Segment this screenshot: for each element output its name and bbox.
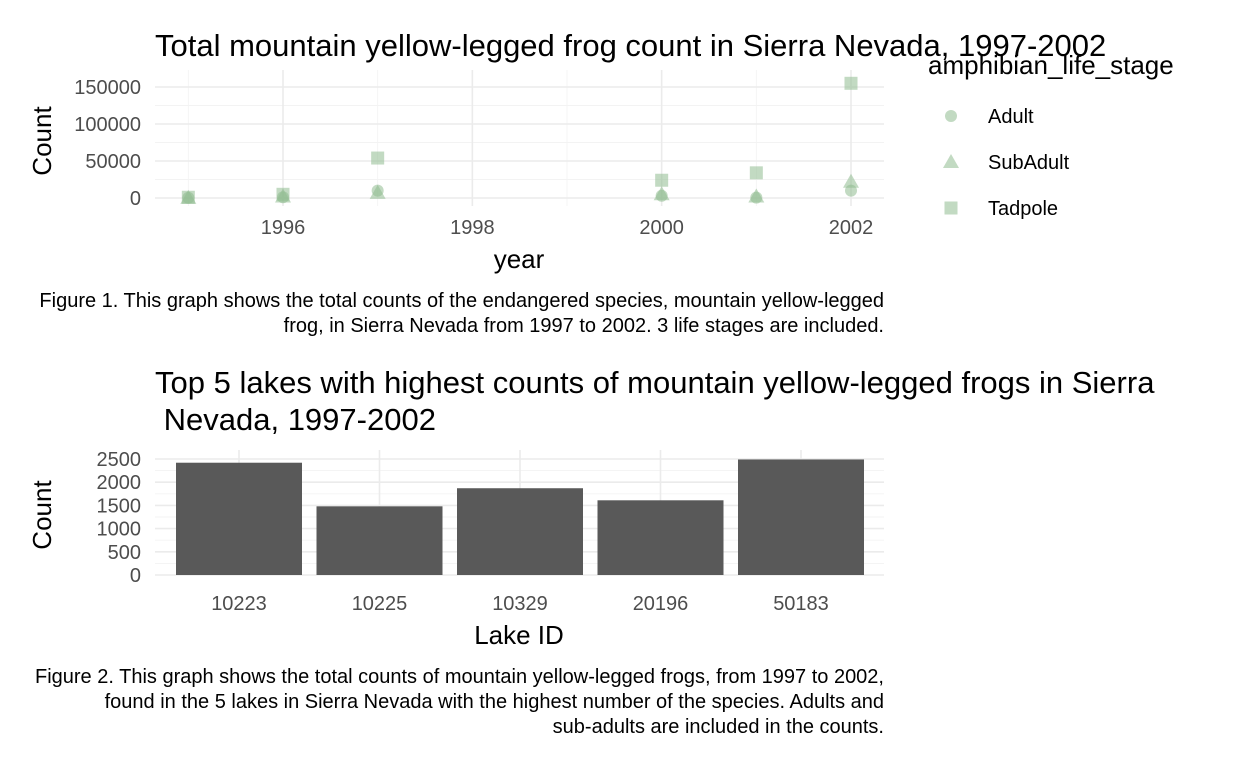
chart2-x-ticks: 10223 10225 10329 20196 50183 xyxy=(211,593,829,615)
chart2-x-tick-label: 20196 xyxy=(633,593,689,615)
legend-key-subadult xyxy=(943,154,959,168)
data-point-tadpole xyxy=(181,190,195,204)
chart2-caption: Figure 2. This graph shows the total cou… xyxy=(35,666,884,738)
bar-lake-10223 xyxy=(176,462,302,575)
chart1-x-tick-label: 1998 xyxy=(450,217,495,239)
chart1-caption-line: Figure 1. This graph shows the total cou… xyxy=(39,290,884,312)
chart1-x-axis-title: year xyxy=(494,244,545,274)
chart1-y-axis-title: Count xyxy=(27,106,57,176)
data-point-tadpole xyxy=(844,76,858,90)
chart2-x-axis-title: Lake ID xyxy=(474,620,564,650)
chart2-x-tick-label: 10225 xyxy=(352,593,408,615)
top-lakes-bar-chart: Top 5 lakes with highest counts of mount… xyxy=(27,365,1155,738)
chart1-caption-line: frog, in Sierra Nevada from 1997 to 2002… xyxy=(284,315,884,337)
frog-count-scatter-chart: Total mountain yellow-legged frog count … xyxy=(27,28,1174,337)
chart2-y-tick-label: 2500 xyxy=(97,449,142,471)
chart2-x-tick-label: 10223 xyxy=(211,593,267,615)
chart1-y-ticks: 0 50000 100000 150000 xyxy=(74,77,141,210)
data-point-subadult xyxy=(843,173,859,188)
chart2-y-tick-label: 1500 xyxy=(97,495,142,517)
bar-lake-20196 xyxy=(597,500,724,575)
chart1-legend: amphibian_life_stage Adult SubAdult Tadpol… xyxy=(928,50,1174,220)
chart2-y-tick-label: 1000 xyxy=(97,519,142,541)
chart1-x-tick-label: 2000 xyxy=(639,217,684,239)
legend-label-tadpole: Tadpole xyxy=(988,198,1058,220)
data-point-tadpole xyxy=(655,173,669,187)
chart2-x-tick-label: 10329 xyxy=(492,593,548,615)
chart1-caption: Figure 1. This graph shows the total cou… xyxy=(39,290,884,337)
chart2-caption-line: sub-adults are included in the counts. xyxy=(553,716,884,738)
chart1-x-ticks: 1996 1998 2000 2002 xyxy=(261,217,874,239)
data-point-tadpole xyxy=(371,151,385,165)
chart1-y-tick-label: 0 xyxy=(130,188,141,210)
data-point-tadpole xyxy=(276,187,290,201)
legend-title: amphibian_life_stage xyxy=(928,50,1174,80)
chart2-y-axis-title: Count xyxy=(27,480,57,550)
chart2-caption-line: found in the 5 lakes in Sierra Nevada wi… xyxy=(105,691,884,713)
chart2-title-line-2: Nevada, 1997-2002 xyxy=(155,402,436,437)
chart1-title: Total mountain yellow-legged frog count … xyxy=(155,28,1106,63)
legend-key-tadpole xyxy=(944,201,958,215)
chart2-y-tick-label: 0 xyxy=(130,565,141,587)
chart1-x-tick-label: 1996 xyxy=(261,217,306,239)
chart1-grid xyxy=(155,70,884,206)
data-point-subadult xyxy=(748,188,765,203)
data-point-subadult xyxy=(653,186,670,201)
chart2-x-tick-label: 50183 xyxy=(773,593,829,615)
chart1-y-tick-label: 100000 xyxy=(74,114,141,136)
legend-label-adult: Adult xyxy=(988,106,1034,128)
chart2-caption-line: Figure 2. This graph shows the total cou… xyxy=(35,666,884,688)
chart2-bars xyxy=(176,459,864,575)
data-point-tadpole xyxy=(749,166,763,180)
chart1-y-tick-label: 50000 xyxy=(85,151,141,173)
chart2-y-tick-label: 2000 xyxy=(97,472,142,494)
legend-label-subadult: SubAdult xyxy=(988,152,1070,174)
chart1-y-tick-label: 150000 xyxy=(74,77,141,99)
chart2-title-line-1: Top 5 lakes with highest counts of mount… xyxy=(155,365,1155,400)
legend-key-adult xyxy=(945,110,957,122)
bar-lake-10329 xyxy=(457,488,583,575)
chart1-points xyxy=(180,76,859,204)
data-point-subadult xyxy=(369,184,386,199)
bar-lake-50183 xyxy=(738,459,864,575)
chart2-y-tick-label: 500 xyxy=(108,542,141,564)
bar-lake-10225 xyxy=(316,506,443,575)
chart1-x-tick-label: 2002 xyxy=(829,217,874,239)
